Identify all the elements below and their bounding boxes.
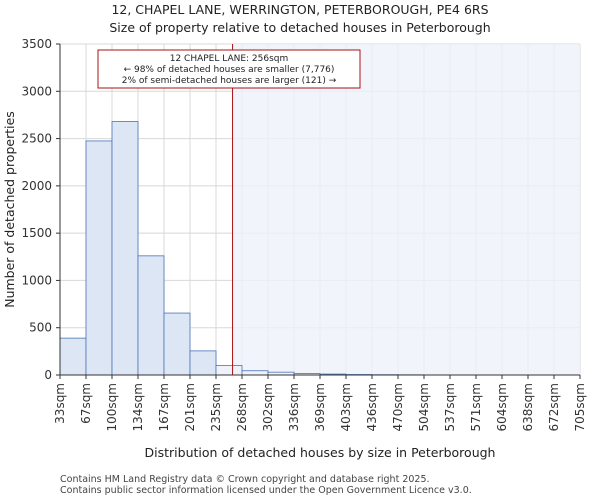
bar-201sqm: [189, 350, 217, 376]
bar-67sqm: [85, 140, 113, 376]
y-tick-label: 1500: [21, 226, 52, 240]
y-tick-label: 1000: [21, 273, 52, 287]
x-tick-label: 33sqm: [53, 383, 67, 424]
x-tick-label: 403sqm: [339, 383, 353, 431]
y-axis-label: Number of detached properties: [2, 111, 17, 308]
y-tick-label: 3500: [21, 37, 52, 51]
x-tick-label: 638sqm: [521, 383, 535, 431]
y-tick-label: 500: [29, 321, 52, 335]
footer-line-2: Contains public sector information licen…: [60, 485, 472, 496]
x-tick-label: 470sqm: [391, 383, 405, 431]
y-tick-label: 2500: [21, 132, 52, 146]
x-tick-label: 369sqm: [313, 383, 327, 431]
chart-subtitle: Size of property relative to detached ho…: [109, 20, 491, 35]
x-tick-label: 67sqm: [79, 383, 93, 424]
x-tick-label: 302sqm: [261, 383, 275, 431]
bar-235sqm: [215, 365, 243, 376]
bar-134sqm: [137, 255, 165, 376]
footer-line-1: Contains HM Land Registry data © Crown c…: [60, 474, 430, 485]
bar-167sqm: [163, 312, 191, 376]
x-axis-label: Distribution of detached houses by size …: [145, 445, 496, 460]
y-tick-label: 2000: [21, 179, 52, 193]
right-region-shade: [232, 44, 581, 375]
bar-268sqm: [241, 370, 269, 376]
x-tick-label: 235sqm: [209, 383, 223, 431]
x-tick-label: 100sqm: [105, 383, 119, 431]
annotation-line-2: ← 98% of detached houses are smaller (7,…: [124, 65, 335, 75]
x-tick-label: 268sqm: [235, 383, 249, 431]
x-tick-label: 336sqm: [287, 383, 301, 431]
x-tick-label: 436sqm: [365, 383, 379, 431]
bar-100sqm: [111, 121, 139, 376]
x-tick-label: 504sqm: [417, 383, 431, 431]
bar-33sqm: [59, 337, 87, 376]
x-tick-label: 672sqm: [547, 383, 561, 431]
annotation-box: 12 CHAPEL LANE: 256sqm ← 98% of detached…: [97, 49, 361, 89]
x-tick-label: 604sqm: [495, 383, 509, 431]
chart-title: 12, CHAPEL LANE, WERRINGTON, PETERBOROUG…: [111, 2, 489, 17]
annotation-line-1: 12 CHAPEL LANE: 256sqm: [170, 54, 289, 64]
x-tick-labels: 33sqm 67sqm 100sqm 134sqm 167sqm 201sqm 235sqm…: [53, 375, 587, 431]
x-tick-label: 134sqm: [131, 383, 145, 431]
x-tick-label: 201sqm: [183, 383, 197, 431]
x-tick-label: 705sqm: [573, 383, 587, 431]
x-tick-label: 537sqm: [443, 383, 457, 431]
x-tick-label: 571sqm: [469, 383, 483, 431]
x-tick-label: 167sqm: [157, 383, 171, 431]
y-tick-labels: 0 500 1000 1500 2000 2500 3000 3500: [21, 37, 60, 382]
annotation-line-3: 2% of semi-detached houses are larger (1…: [122, 76, 337, 86]
y-tick-label: 3000: [21, 84, 52, 98]
y-tick-label: 0: [44, 368, 52, 382]
bars: [59, 121, 503, 376]
